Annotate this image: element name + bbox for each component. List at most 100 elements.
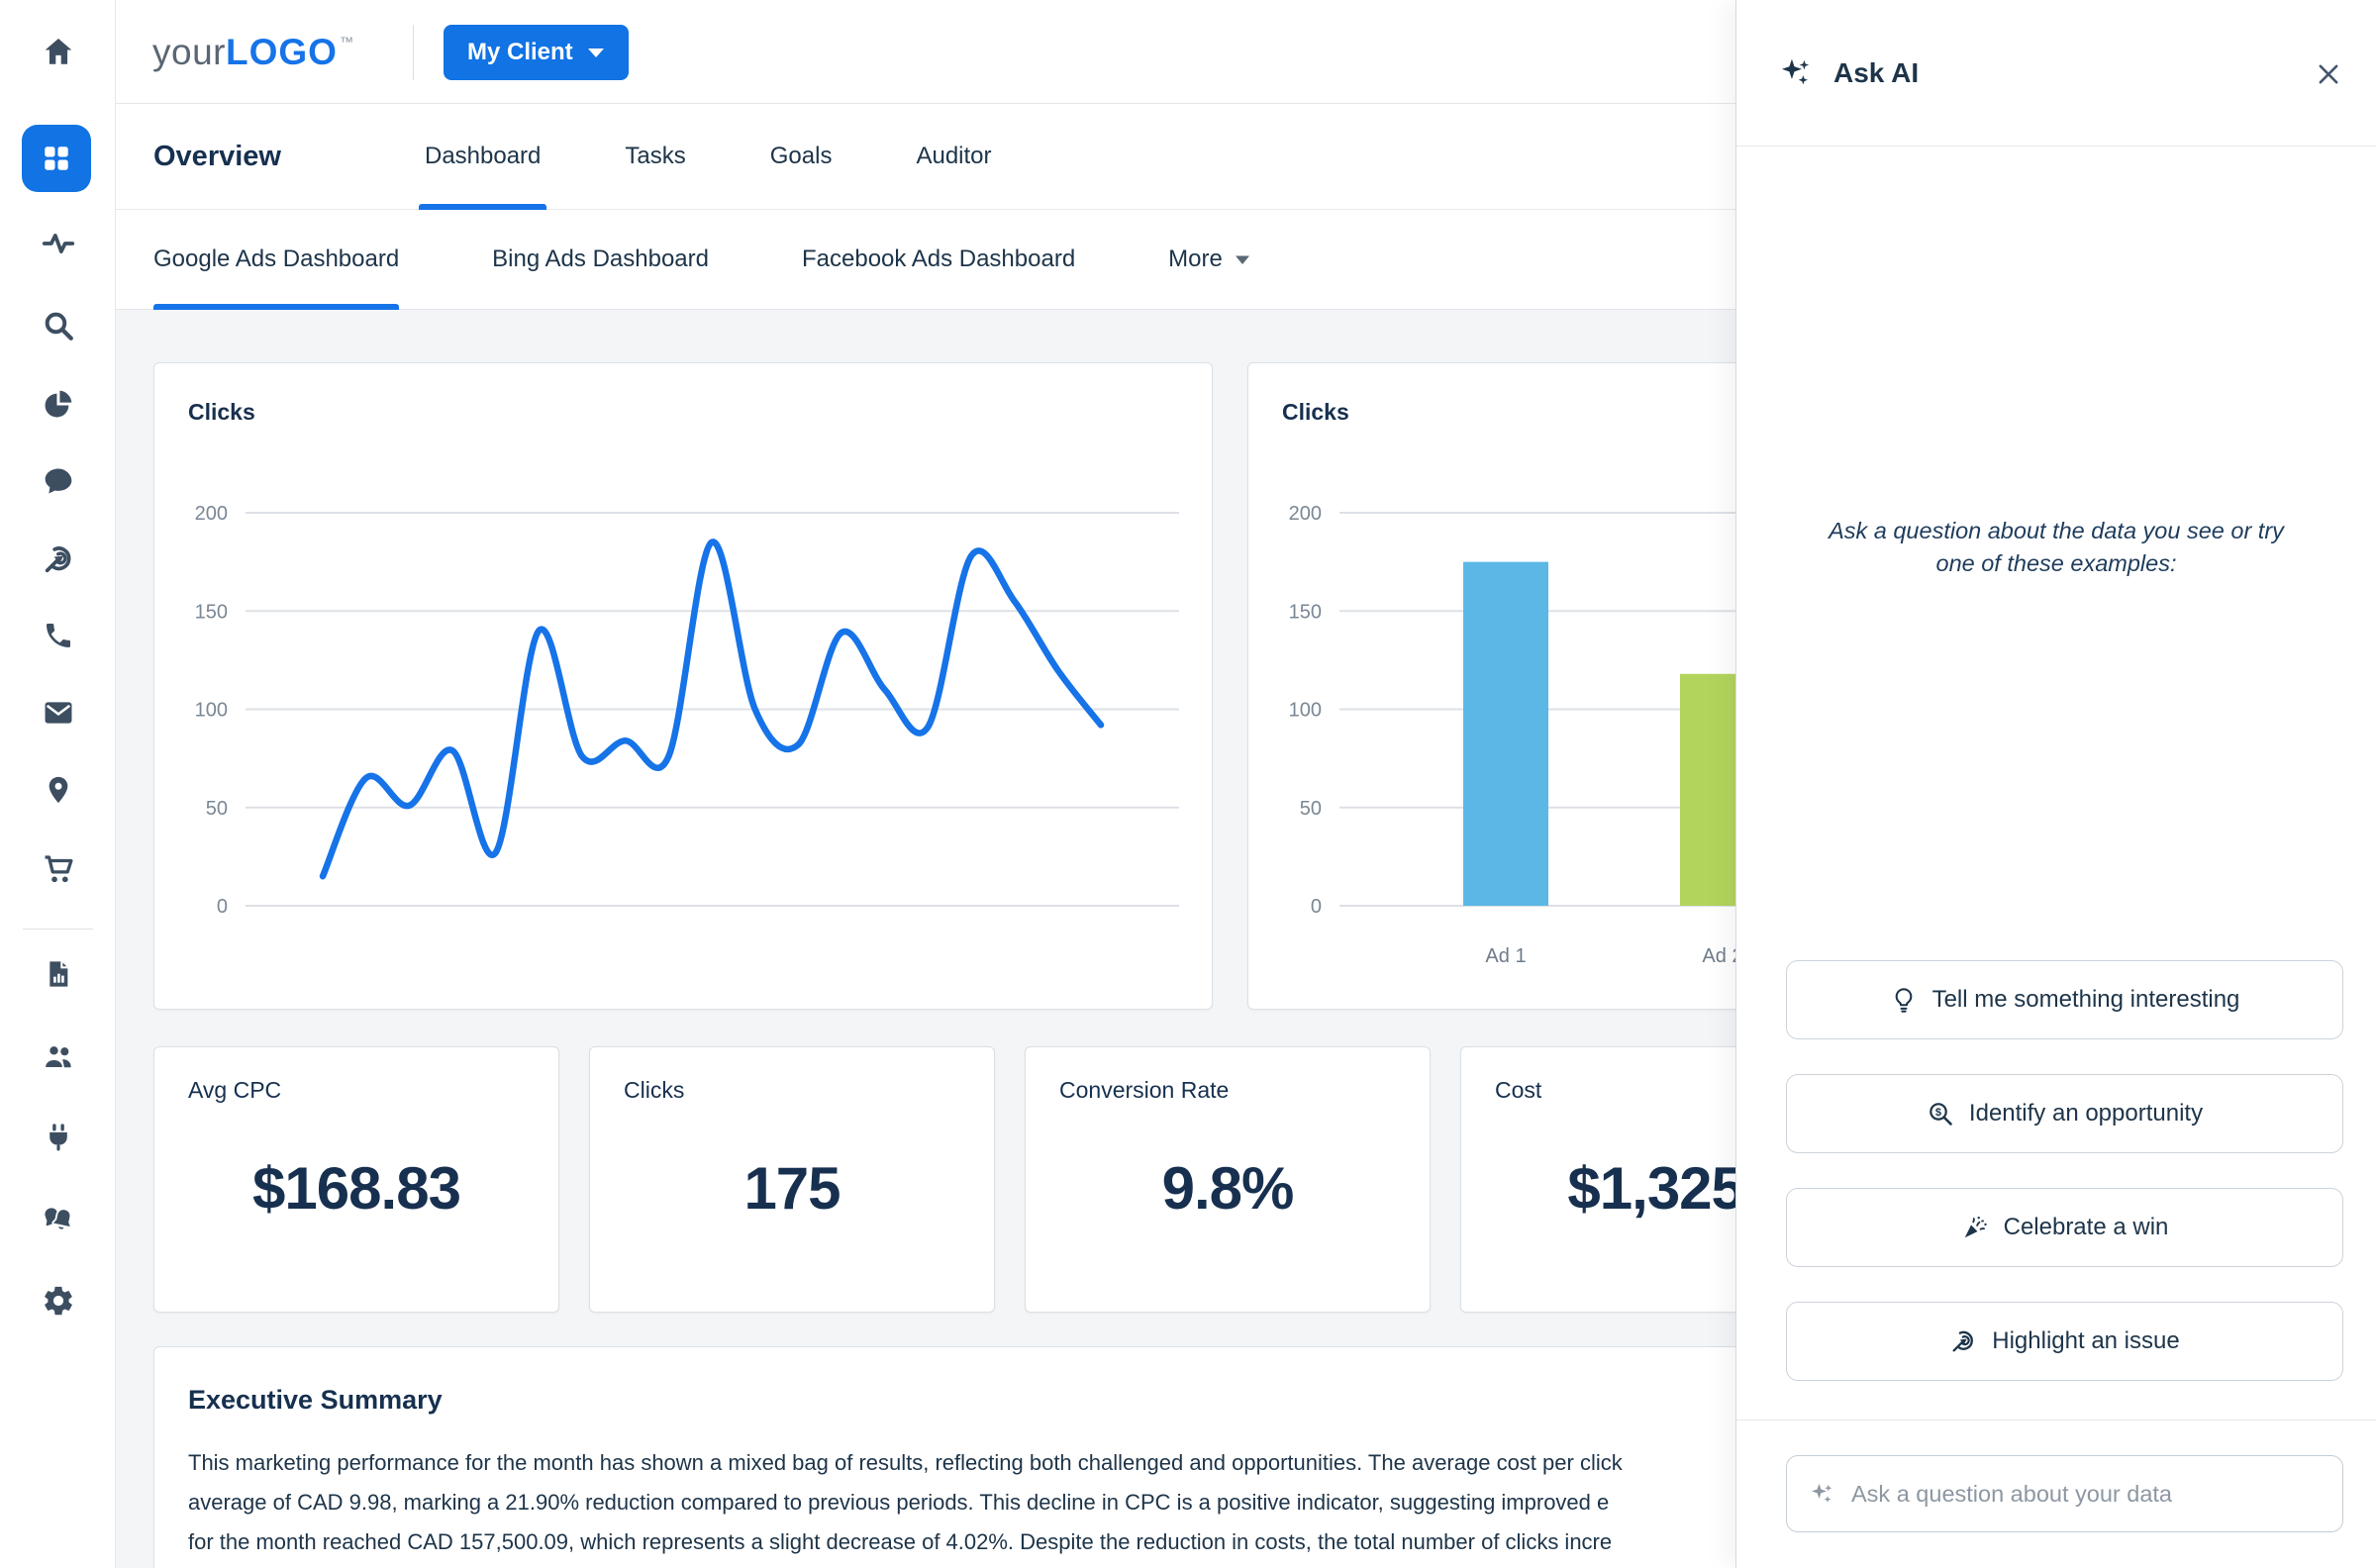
svg-text:150: 150 xyxy=(1289,601,1322,623)
client-selector-button[interactable]: My Client xyxy=(444,25,629,80)
sidebar-item-analytics[interactable] xyxy=(0,387,116,421)
chat-icon xyxy=(45,468,71,494)
subtab-bing-ads[interactable]: Bing Ads Dashboard xyxy=(492,245,709,272)
svg-text:100: 100 xyxy=(195,700,228,722)
executive-summary-text: This marketing performance for the month… xyxy=(188,1443,2272,1562)
sidebar-item-activity[interactable] xyxy=(0,226,116,261)
sidebar-item-ecommerce[interactable] xyxy=(0,852,116,886)
phone-icon xyxy=(46,624,70,647)
executive-summary-title: Executive Summary xyxy=(188,1385,443,1415)
button-label: Tell me something interesting xyxy=(1931,986,2240,1013)
target-arrow-icon xyxy=(1952,1330,1974,1352)
sidebar-item-messages[interactable] xyxy=(0,464,116,498)
sidebar-item-integrations[interactable] xyxy=(0,1121,116,1154)
subtab-google-ads[interactable]: Google Ads Dashboard xyxy=(153,210,400,310)
panel-divider xyxy=(1736,1420,2376,1421)
location-pin-icon xyxy=(49,776,67,804)
svg-text:Ad 2: Ad 2 xyxy=(1702,945,1742,967)
subtab-facebook-ads[interactable]: Facebook Ads Dashboard xyxy=(801,245,1076,272)
summary-line: average of CAD 9.98, marking a 21.90% re… xyxy=(188,1490,1610,1515)
logo-trademark: ™ xyxy=(339,33,353,49)
metric-card-conversion-rate: Conversion Rate 9.8% xyxy=(1025,1046,1431,1313)
button-label: Highlight an issue xyxy=(1992,1327,2180,1354)
ask-ai-intro-text: Ask a question about the data you see or… xyxy=(1829,518,2284,576)
highlight-an-issue-button[interactable]: Highlight an issue xyxy=(1786,1302,2343,1381)
sidebar-item-email[interactable] xyxy=(0,696,116,730)
metric-value: $1,325. xyxy=(1567,1155,1759,1222)
ask-ai-input[interactable] xyxy=(1851,1480,2321,1508)
home-icon xyxy=(45,38,71,64)
header-separator xyxy=(413,25,414,80)
plug-icon xyxy=(49,1124,67,1151)
summary-line: This marketing performance for the month… xyxy=(188,1450,1623,1475)
tab-dashboard[interactable]: Dashboard xyxy=(418,104,547,210)
sidebar-item-alerts[interactable] xyxy=(0,1202,116,1237)
tab-auditor[interactable]: Auditor xyxy=(916,143,992,169)
metric-card-clicks: Clicks 175 xyxy=(589,1046,995,1313)
ask-ai-header: Ask AI xyxy=(1736,0,2376,147)
svg-text:0: 0 xyxy=(1311,896,1322,918)
sidebar-rail xyxy=(0,0,116,1568)
svg-text:50: 50 xyxy=(1300,798,1322,820)
celebrate-a-win-button[interactable]: Celebrate a win xyxy=(1786,1188,2343,1267)
button-label: Celebrate a win xyxy=(2003,1214,2169,1240)
lightbulb-icon xyxy=(1895,988,1912,1013)
tab-goals[interactable]: Goals xyxy=(769,143,833,169)
search-dollar-icon: $ xyxy=(1930,1103,1952,1126)
subtab-more-label: More xyxy=(1168,245,1223,272)
sidebar-item-calls[interactable] xyxy=(0,620,116,651)
identify-an-opportunity-button[interactable]: $ Identify an opportunity xyxy=(1786,1074,2343,1153)
pie-chart-icon xyxy=(45,390,71,418)
cart-icon xyxy=(45,855,73,883)
metric-label: Avg CPC xyxy=(188,1077,282,1103)
party-popper-icon xyxy=(1964,1216,1987,1238)
sidebar-item-home[interactable] xyxy=(0,35,116,68)
sidebar-item-settings[interactable] xyxy=(0,1284,116,1318)
button-label: Identify an opportunity xyxy=(1968,1100,2204,1127)
sidebar-item-search[interactable] xyxy=(0,309,116,343)
chevron-down-icon xyxy=(587,49,604,57)
sidebar-item-campaigns[interactable] xyxy=(0,542,116,576)
sidebar-item-dashboards[interactable] xyxy=(22,125,91,192)
metric-value: 9.8% xyxy=(1161,1155,1295,1222)
ask-ai-panel: Ask AI Ask a question about the data you… xyxy=(1735,0,2376,1568)
clicks-line-chart: 0 50 100 150 200 xyxy=(195,503,1179,918)
svg-text:150: 150 xyxy=(195,601,228,623)
sparkles-icon xyxy=(1781,58,1810,84)
svg-text:$: $ xyxy=(1935,1107,1941,1119)
click-target-icon xyxy=(45,546,70,573)
mail-icon xyxy=(45,702,71,724)
sidebar-item-clients[interactable] xyxy=(0,1038,116,1074)
tell-me-something-interesting-button[interactable]: Tell me something interesting xyxy=(1786,960,2343,1039)
sparkles-icon xyxy=(1811,1483,1832,1503)
svg-text:Ad 1: Ad 1 xyxy=(1485,945,1526,967)
metric-label: Conversion Rate xyxy=(1059,1077,1230,1103)
sidebar-item-local[interactable] xyxy=(0,774,116,806)
svg-text:200: 200 xyxy=(195,503,228,525)
ask-ai-title: Ask AI xyxy=(1833,56,1920,88)
bells-icon xyxy=(44,1208,71,1229)
chevron-down-icon xyxy=(1235,255,1249,264)
users-icon xyxy=(43,1044,71,1069)
svg-text:100: 100 xyxy=(1289,700,1322,722)
activity-icon xyxy=(42,234,74,253)
svg-text:50: 50 xyxy=(206,798,228,820)
logo-text-logo: LOGO xyxy=(225,31,338,72)
ask-ai-input-container xyxy=(1786,1455,2343,1532)
summary-line: for the month reached CAD 157,500.09, wh… xyxy=(188,1529,1613,1554)
sidebar-item-reports[interactable] xyxy=(0,958,116,990)
sidebar-divider xyxy=(23,929,93,930)
client-selector-label: My Client xyxy=(467,39,573,65)
subtab-more[interactable]: More xyxy=(1168,210,1250,310)
tab-tasks[interactable]: Tasks xyxy=(625,143,686,169)
clicks-line-chart-card: Clicks 0 50 100 150 200 xyxy=(153,362,1213,1010)
metric-label: Clicks xyxy=(624,1077,685,1103)
report-file-icon xyxy=(49,961,67,987)
ask-ai-intro: Ask a question about the data you see or… xyxy=(1736,515,2376,580)
svg-text:200: 200 xyxy=(1289,503,1322,525)
svg-text:0: 0 xyxy=(217,896,228,918)
chart-title: Clicks xyxy=(188,399,255,425)
logo-text-your: your xyxy=(152,31,226,72)
close-icon[interactable] xyxy=(2315,60,2342,88)
